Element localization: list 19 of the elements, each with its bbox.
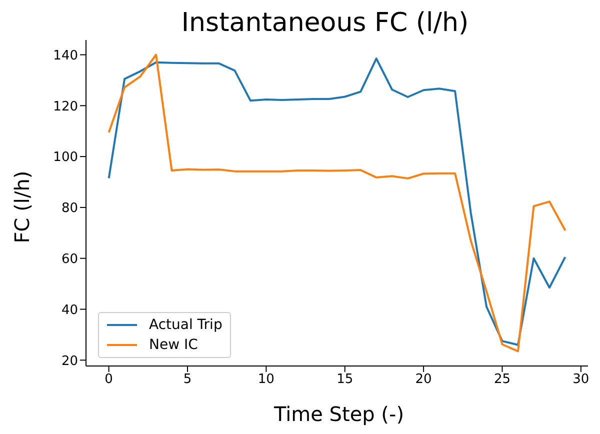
y-tick-label: 120 bbox=[53, 99, 78, 114]
y-tick-label: 140 bbox=[53, 48, 78, 64]
y-tick-label: 40 bbox=[61, 302, 78, 318]
x-tick-label: 25 bbox=[494, 372, 511, 388]
x-tick-label: 0 bbox=[104, 372, 113, 388]
legend-label: New IC bbox=[149, 336, 198, 355]
x-tick-label: 15 bbox=[336, 372, 354, 388]
x-axis-title: Time Step (-) bbox=[272, 402, 406, 426]
x-tick-label: 5 bbox=[183, 372, 192, 388]
legend-label: Actual Trip bbox=[149, 316, 222, 335]
y-tick-label: 20 bbox=[61, 354, 78, 369]
y-tick-label: 60 bbox=[61, 252, 78, 267]
x-tick-label: 30 bbox=[572, 372, 590, 388]
y-tick-label: 80 bbox=[61, 201, 78, 216]
x-tick-label: 10 bbox=[258, 372, 274, 388]
y-axis-title: FC (l/h) bbox=[10, 170, 34, 244]
y-tick-label: 100 bbox=[53, 150, 78, 166]
x-tick-label: 20 bbox=[415, 372, 432, 388]
chart-title: Instantaneous FC (l/h) bbox=[180, 8, 470, 38]
